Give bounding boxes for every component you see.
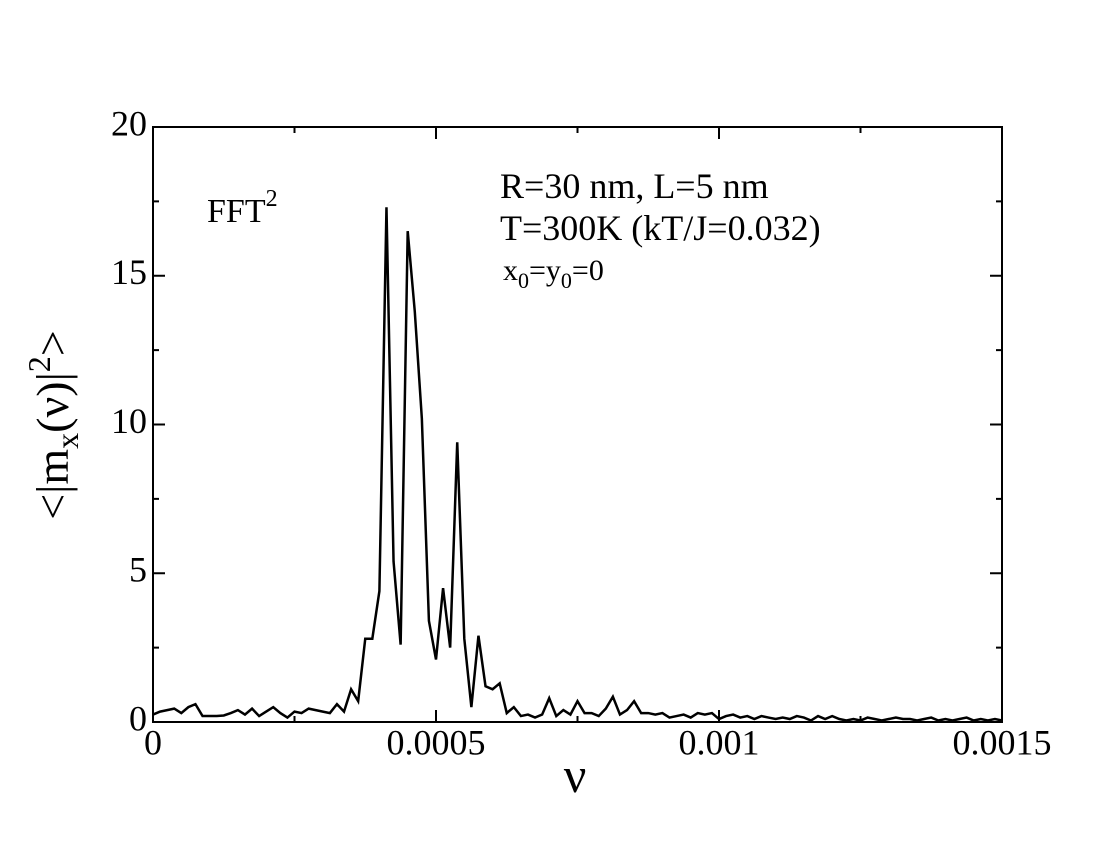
annotation: FFT2 xyxy=(207,186,278,230)
x-tick-label: 0 xyxy=(144,722,162,762)
x-tick-label: 0.0005 xyxy=(387,722,486,762)
annotation-part: =0 xyxy=(572,254,604,287)
annotation: T=300K (kT/J=0.032) xyxy=(500,208,821,248)
y-tick-label: 5 xyxy=(129,550,147,590)
annotation-part: x xyxy=(503,254,518,287)
annotation: R=30 nm, L=5 nm xyxy=(500,166,769,206)
annotation-sub: 0 xyxy=(561,268,572,293)
y-label-sup: 2 xyxy=(21,356,57,372)
y-axis-label: <|mx(ν)|2> xyxy=(21,330,85,520)
y-label-sub: x xyxy=(49,433,85,449)
annotation-sub: 0 xyxy=(518,268,529,293)
x-tick-label: 0.001 xyxy=(679,722,760,762)
y-label-part: > xyxy=(27,330,78,356)
annotation-part: FFT xyxy=(207,193,266,230)
y-tick-label: 20 xyxy=(111,103,147,143)
y-label-part: (ν)| xyxy=(27,372,78,433)
annotation-part: =y xyxy=(529,254,561,287)
annotation: x0=y0=0 xyxy=(503,254,604,293)
y-tick-label: 15 xyxy=(111,252,147,292)
y-tick-label: 10 xyxy=(111,401,147,441)
annotation-sup: 2 xyxy=(266,186,278,212)
data-line xyxy=(152,207,1003,722)
x-axis-label: ν xyxy=(564,747,587,803)
x-tick-label: 0.0015 xyxy=(953,722,1052,762)
y-tick-label: 0 xyxy=(129,698,147,738)
y-label-part: <|m xyxy=(27,449,78,520)
